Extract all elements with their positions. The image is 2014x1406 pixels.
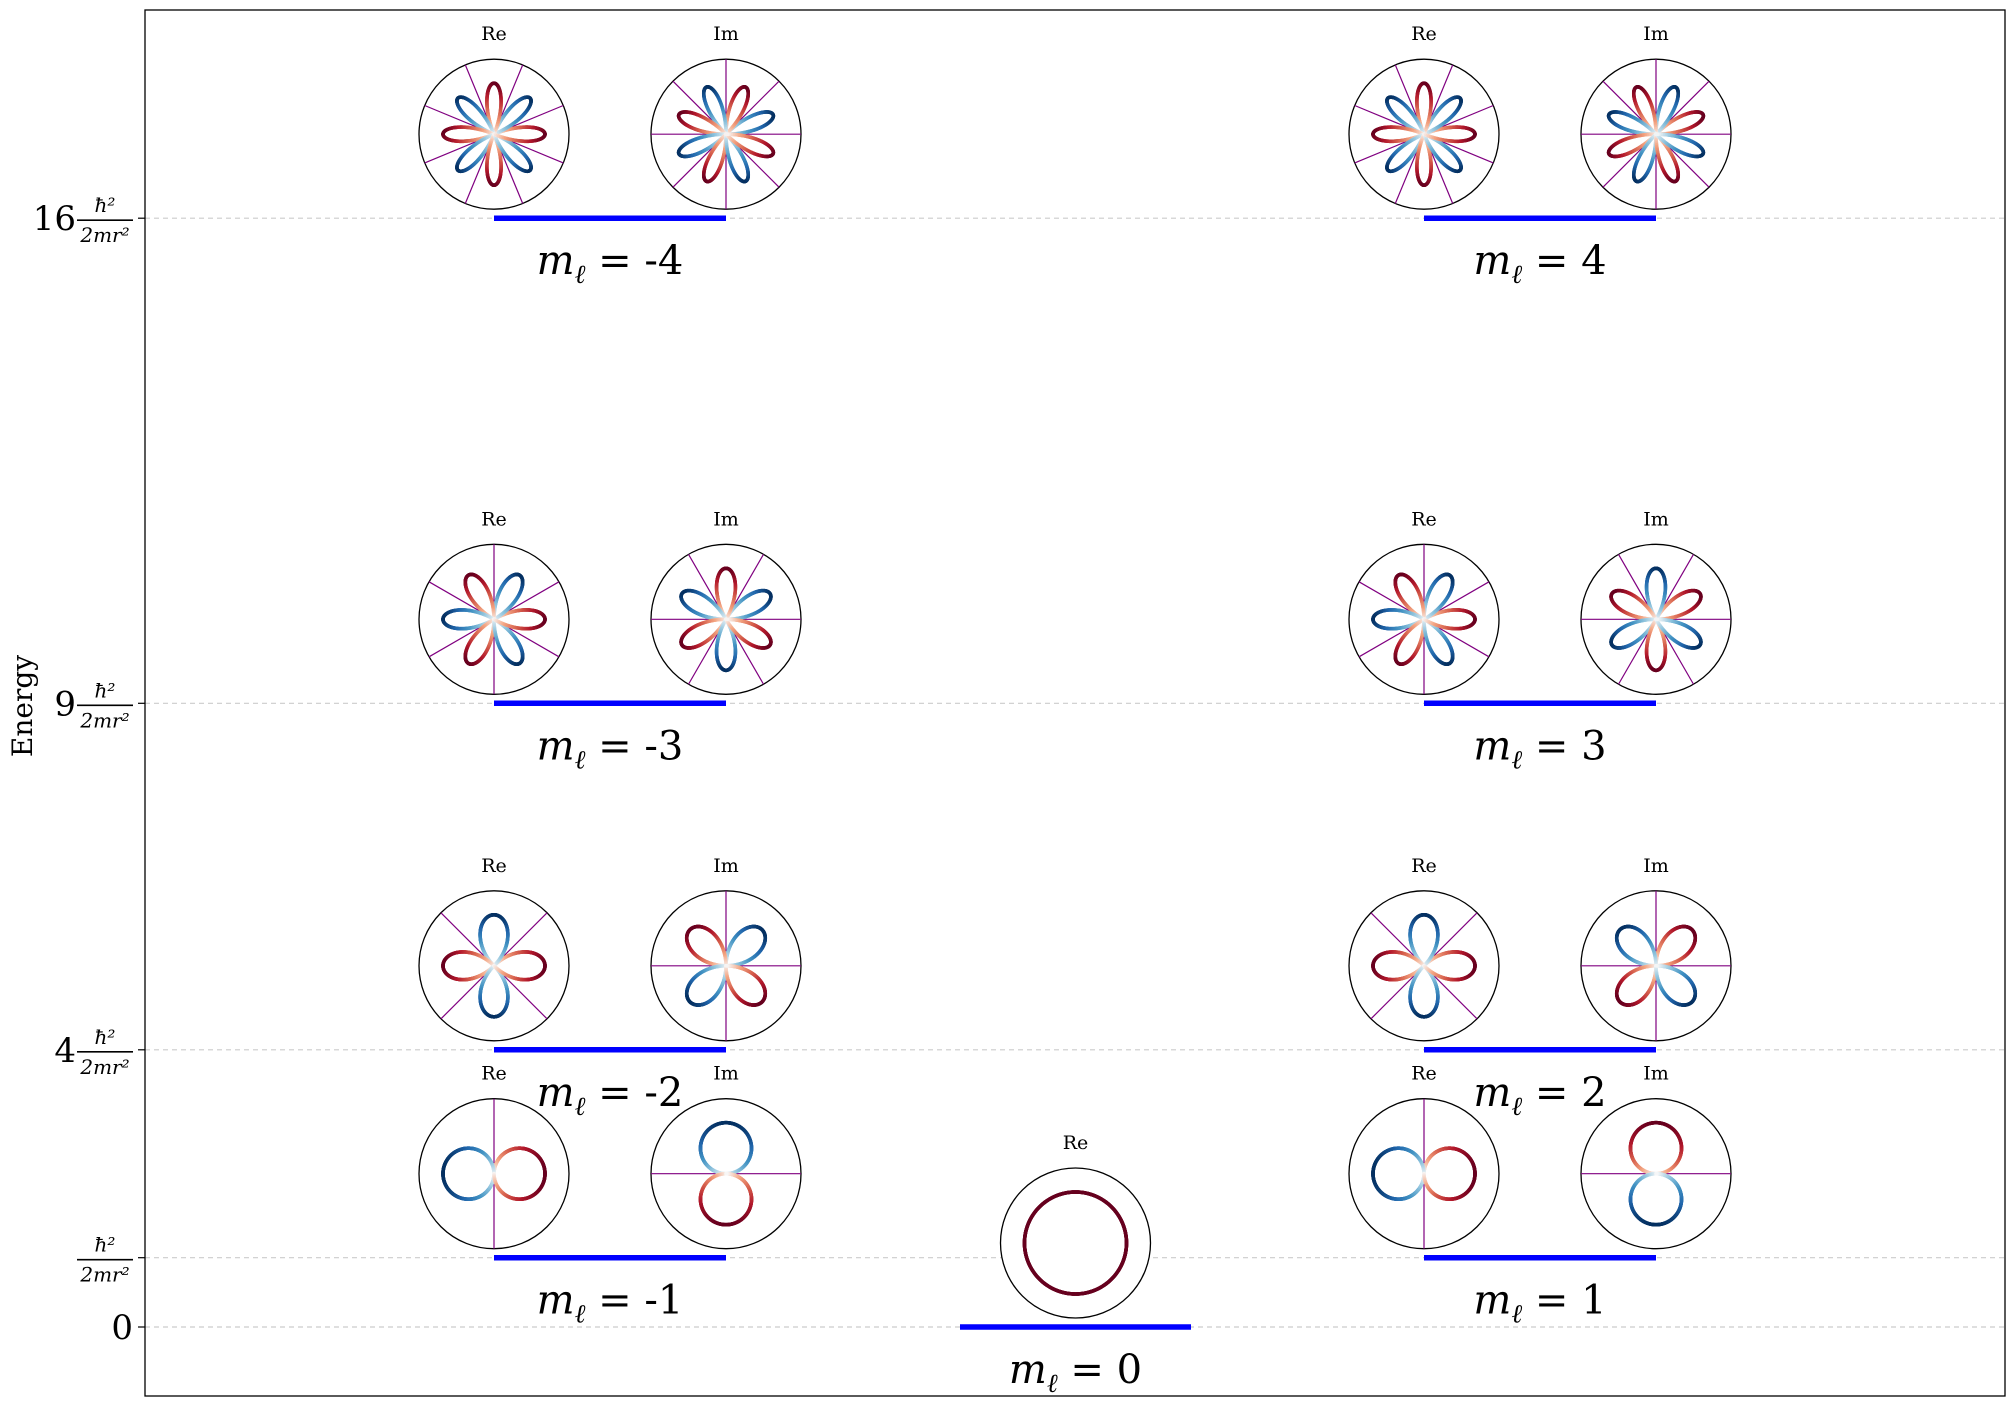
wavefunction-polar-plot-im: Im bbox=[1580, 23, 1732, 210]
level-label: mℓ = -3 bbox=[537, 723, 684, 775]
panel-title: Im bbox=[713, 508, 739, 530]
wavefunction-polar-plot-im: Im bbox=[650, 508, 802, 695]
panel-title: Re bbox=[481, 508, 507, 530]
level-label: mℓ = -4 bbox=[537, 238, 684, 290]
panel-title: Re bbox=[1411, 23, 1437, 45]
wavefunction-polar-plot-re: Re bbox=[1348, 23, 1500, 210]
energy-level: Re Im mℓ = 4 bbox=[1348, 23, 1732, 290]
wavefunction-polar-plot-im: Im bbox=[650, 23, 802, 210]
wavefunction-polar-plot-re: Re bbox=[418, 23, 570, 210]
wavefunction-polar-plot-re: Re bbox=[418, 508, 570, 695]
energy-level: Re Im mℓ = -3 bbox=[418, 508, 802, 775]
energy-level: Re Im mℓ = -4 bbox=[418, 23, 802, 290]
panel-title: Im bbox=[1643, 23, 1669, 45]
orbital-lobes bbox=[676, 85, 776, 184]
grid-lines bbox=[145, 217, 2005, 1328]
orbital-lobes bbox=[441, 81, 547, 187]
level-label: mℓ = 4 bbox=[1473, 238, 1606, 290]
wavefunction-polar-plot-re: Re bbox=[1348, 508, 1500, 695]
panel-title: Re bbox=[481, 23, 507, 45]
panel-title: Re bbox=[1411, 508, 1437, 530]
panel-title: Im bbox=[713, 23, 739, 45]
